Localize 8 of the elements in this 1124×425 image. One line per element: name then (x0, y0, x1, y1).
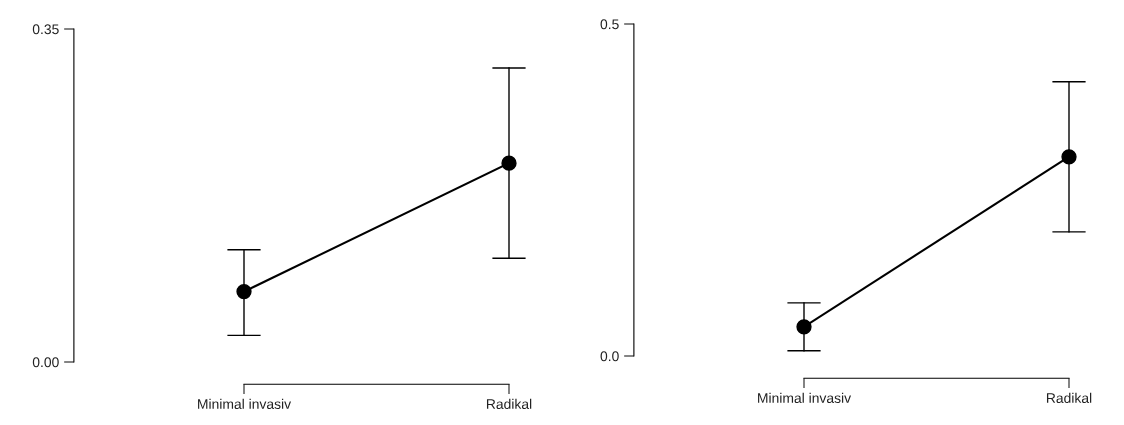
y-tick-label: 0.35 (32, 24, 59, 35)
x-tick-label: Minimal invasiv (758, 392, 852, 404)
x-tick-label: Radikal (486, 398, 532, 410)
y-tick-label: 0.0 (600, 351, 619, 362)
y-tick-label: 0.5 (600, 19, 619, 30)
x-tick-label: Minimal invasiv (198, 398, 292, 410)
y-tick-label: 0.00 (32, 357, 59, 368)
x-tick-label: Radikal (1046, 392, 1092, 404)
